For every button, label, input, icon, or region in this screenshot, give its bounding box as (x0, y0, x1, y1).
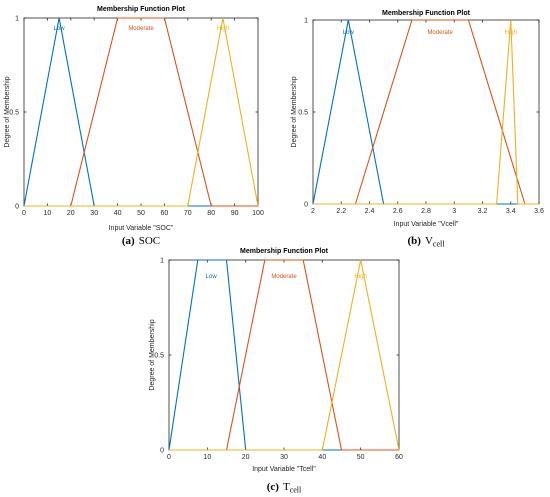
series-line-low (23, 17, 258, 207)
x-tick-label: 0 (22, 210, 26, 217)
series-label-moderate: Moderate (128, 26, 154, 32)
series-line-moderate (313, 19, 539, 205)
y-tick-label: 0 (304, 202, 308, 209)
series-line-low (312, 19, 539, 205)
figure-caption-a: (a) SOC (122, 235, 160, 247)
y-tick-label: 0.5 (298, 110, 308, 117)
x-tick-label: 60 (161, 210, 169, 217)
x-axis-label: Input Variable "SOC" (109, 225, 174, 232)
x-tick-label: 30 (90, 210, 98, 217)
x-tick-label: 3.2 (478, 208, 488, 215)
x-tick-label: 0 (167, 454, 171, 461)
y-tick-label: 0.5 (9, 110, 19, 117)
x-tick-label: 40 (318, 454, 326, 461)
figure-caption-c: (c) Tcell (267, 481, 302, 495)
x-tick-label: 2.2 (336, 208, 346, 215)
x-tick-label: 90 (231, 210, 239, 217)
plot-b: Membership Function Plot 2 2.2 2.4 2.6 2.8 3 3.… (291, 10, 544, 249)
series-line-high (169, 259, 400, 451)
caption-text: SOC (139, 235, 160, 247)
plot-frame (23, 17, 259, 207)
plot-title: Membership Function Plot (97, 6, 186, 13)
y-axis-label: Degree of Membership (149, 319, 156, 390)
plot-frame (168, 259, 400, 451)
y-tick-label: 0 (160, 448, 164, 455)
caption-subscript: cell (290, 486, 302, 495)
series-label-high: High (217, 26, 229, 32)
y-axis-label: Degree of Membership (4, 76, 11, 147)
x-tick-label: 20 (67, 210, 75, 217)
x-tick-label: 3 (452, 208, 456, 215)
x-tick-label: 70 (184, 210, 192, 217)
series-label-high: High (505, 30, 517, 36)
x-tick-label: 50 (137, 210, 145, 217)
x-tick-label: 2 (311, 208, 315, 215)
x-tick-label: 10 (44, 210, 52, 217)
series-line-moderate (169, 259, 399, 451)
caption-label: (c) (267, 481, 280, 493)
plot-frame (312, 19, 540, 205)
y-tick-label: 1 (160, 258, 164, 265)
x-tick-label: 30 (280, 454, 288, 461)
caption-label: (b) (408, 235, 422, 247)
series-label-moderate: Moderate (271, 274, 297, 280)
x-tick-label: 40 (114, 210, 122, 217)
series-label-high: High (354, 274, 366, 280)
series-line-low (168, 259, 399, 451)
x-tick-label: 80 (207, 210, 215, 217)
series-label-moderate: Moderate (427, 30, 453, 36)
series-label-low: Low (54, 26, 66, 32)
plot-c: Membership Function Plot 0 10 20 30 40 50 60 0 0.… (149, 248, 403, 495)
y-tick-label: 0.5 (154, 353, 164, 360)
x-tick-label: 20 (242, 454, 250, 461)
series-line-moderate (24, 17, 258, 207)
x-tick-label: 3.4 (506, 208, 516, 215)
series-line-high (313, 19, 539, 205)
series-label-low: Low (343, 30, 355, 36)
y-tick-label: 0 (15, 204, 19, 211)
x-tick-label: 10 (203, 454, 211, 461)
y-axis-label: Degree of Membership (291, 76, 298, 147)
series-line-high (24, 17, 259, 207)
y-tick-label: 1 (304, 18, 308, 25)
y-tick-label: 1 (15, 16, 19, 23)
x-tick-label: 2.4 (365, 208, 375, 215)
x-tick-label: 100 (252, 210, 264, 217)
x-tick-label: 3.6 (534, 208, 544, 215)
caption-label: (a) (122, 235, 135, 247)
x-tick-label: 2.8 (421, 208, 431, 215)
caption-subscript: cell (433, 240, 445, 249)
x-axis-label: Input Variable "Tcell" (252, 466, 316, 473)
x-tick-label: 50 (357, 454, 365, 461)
plot-title: Membership Function Plot (240, 248, 329, 255)
caption-text: V (425, 235, 433, 247)
figure-caption-b: (b) Vcell (408, 235, 446, 249)
x-axis-label: Input Variable "Vcell" (394, 221, 459, 228)
plot-title: Membership Function Plot (382, 10, 471, 17)
x-tick-label: 60 (395, 454, 403, 461)
caption-text: T (283, 481, 290, 493)
series-label-low: Low (206, 274, 218, 280)
x-tick-label: 2.6 (393, 208, 403, 215)
